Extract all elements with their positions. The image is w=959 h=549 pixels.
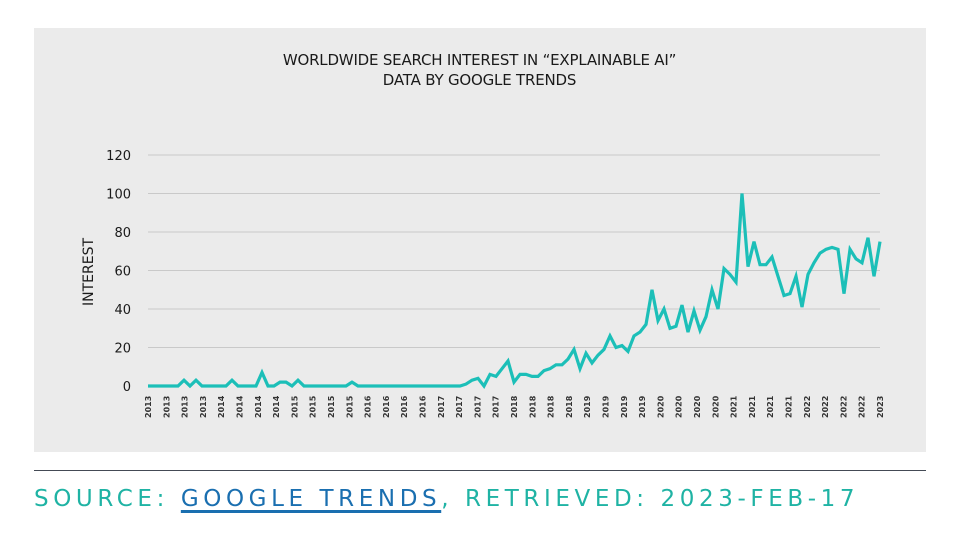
x-tick-label: 2017 [455, 396, 464, 418]
y-axis-label: INTEREST [81, 238, 97, 306]
x-tick-label: 2022 [858, 396, 867, 418]
x-tick-label: 2017 [473, 396, 482, 418]
x-tick-label: 2020 [693, 395, 702, 418]
x-tick-label: 2013 [181, 396, 190, 418]
footer-divider [34, 470, 926, 471]
x-tick-label: 2018 [547, 395, 556, 418]
series-layer [148, 193, 882, 389]
x-tick-label: 2020 [656, 395, 665, 418]
y-tick-label: 120 [106, 149, 131, 164]
x-tick-label: 2020 [675, 395, 684, 418]
x-tick-label: 2018 [565, 395, 574, 418]
y-tick-label: 80 [114, 226, 131, 241]
x-tick-label: 2013 [144, 396, 153, 418]
x-tick-label: 2014 [272, 395, 281, 418]
x-tick-label: 2013 [199, 396, 208, 418]
x-tick-label: 2013 [162, 396, 171, 418]
x-tick-label: 2017 [437, 396, 446, 418]
x-tick-label: 2022 [821, 396, 830, 418]
x-tick-label: 2019 [638, 395, 647, 418]
chart-title-block: WORLDWIDE SEARCH INTEREST IN “EXPLAINABL… [0, 50, 959, 90]
x-tick-label: 2019 [620, 395, 629, 418]
x-tick-label: 2018 [528, 395, 537, 418]
x-tick-label: 2023 [876, 396, 885, 418]
x-tick-label: 2016 [400, 395, 409, 418]
x-tick-label: 2015 [327, 395, 336, 418]
google-trends-link[interactable]: GOOGLE TRENDS [180, 486, 442, 512]
y-tick-label: 0 [123, 380, 131, 395]
x-tick-label: 2015 [290, 395, 299, 418]
x-tick-label: 2022 [803, 396, 812, 418]
x-tick-label: 2019 [602, 395, 611, 418]
series-line [148, 193, 882, 389]
x-tick-label: 2014 [254, 395, 263, 418]
x-tick-label: 2014 [236, 395, 245, 418]
x-tick-label: 2019 [583, 395, 592, 418]
x-tick-label: 2017 [492, 396, 501, 418]
gridlines [148, 154, 880, 348]
y-tick-label: 40 [114, 303, 131, 318]
x-tick-labels: 2013 2013 2013 2013 2014 2014 2014 2014 2015 2015… [144, 395, 885, 418]
x-tick-label: 2021 [785, 395, 794, 418]
source-suffix: , RETRIEVED: 2023-FEB-17 [441, 486, 860, 512]
source-prefix: SOURCE: [34, 486, 181, 512]
x-tick-label: 2021 [748, 395, 757, 418]
x-tick-label: 2021 [730, 395, 739, 418]
x-tick-label: 2016 [364, 395, 373, 418]
y-tick-label: 60 [114, 265, 131, 280]
x-tick-label: 2016 [419, 395, 428, 418]
x-tick-label: 2014 [217, 395, 226, 418]
y-tick-labels: 0 20 40 60 80 100 120 [106, 149, 131, 395]
x-tick-label: 2020 [711, 395, 720, 418]
x-tick-label: 2015 [345, 395, 354, 418]
y-tick-label: 100 [106, 188, 131, 203]
chart-title: WORLDWIDE SEARCH INTEREST IN “EXPLAINABL… [282, 51, 677, 69]
y-tick-label: 20 [114, 342, 131, 357]
x-tick-label: 2016 [382, 395, 391, 418]
x-tick-label: 2018 [510, 395, 519, 418]
chart-subtitle: DATA BY GOOGLE TRENDS [382, 71, 577, 89]
x-tick-label: 2015 [309, 395, 318, 418]
x-tick-label: 2021 [766, 395, 775, 418]
source-line: SOURCE: GOOGLE TRENDS, RETRIEVED: 2023-F… [34, 486, 859, 512]
x-tick-label: 2022 [839, 396, 848, 418]
